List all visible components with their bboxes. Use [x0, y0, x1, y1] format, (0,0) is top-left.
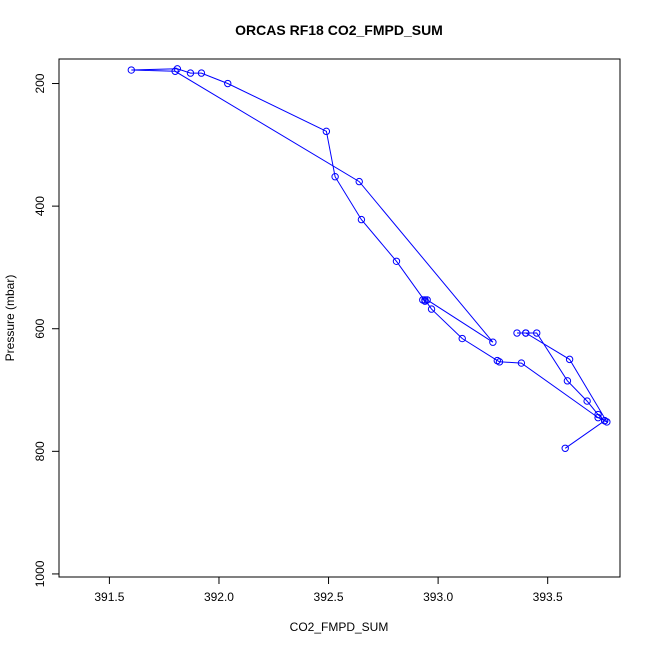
- y-tick-label: 200: [33, 73, 47, 93]
- x-tick-label: 393.5: [533, 590, 563, 604]
- x-axis-title: CO2_FMPD_SUM: [290, 620, 389, 634]
- data-point: [322, 127, 331, 136]
- data-point: [489, 338, 497, 346]
- data-point: [603, 418, 611, 426]
- data-point: [127, 66, 136, 74]
- data-point: [565, 355, 574, 364]
- y-axis-title: Pressure (mbar): [3, 275, 17, 362]
- y-tick-label: 1000: [33, 560, 47, 587]
- data-point: [513, 329, 521, 337]
- y-axis: 200 400 600 800 1000: [33, 73, 60, 587]
- x-tick-label: 391.5: [94, 590, 124, 604]
- data-point: [594, 410, 602, 419]
- data-point: [173, 65, 182, 73]
- y-tick-label: 800: [33, 441, 47, 461]
- y-tick-label: 600: [33, 318, 47, 338]
- data-point: [357, 215, 366, 224]
- x-tick-label: 393.0: [423, 590, 453, 604]
- x-tick-label: 392.5: [314, 590, 344, 604]
- data-point: [355, 177, 363, 186]
- data-point: [561, 444, 569, 452]
- data-point: [392, 257, 401, 265]
- series-points: [127, 65, 611, 452]
- data-point: [493, 356, 501, 365]
- data-point: [594, 413, 602, 422]
- x-tick-label: 392.0: [204, 590, 234, 604]
- data-point: [427, 305, 436, 313]
- data-point: [533, 329, 541, 337]
- data-point: [197, 69, 206, 77]
- data-point: [331, 172, 339, 181]
- data-point: [224, 79, 232, 88]
- data-point: [458, 334, 466, 343]
- data-point: [186, 69, 195, 77]
- data-point: [522, 329, 530, 337]
- data-point: [563, 377, 572, 385]
- chart-title: ORCAS RF18 CO2_FMPD_SUM: [235, 22, 443, 38]
- data-point: [583, 397, 591, 405]
- y-tick-label: 400: [33, 196, 47, 216]
- data-point: [517, 359, 526, 367]
- data-point: [421, 297, 429, 305]
- x-axis: 391.5 392.0 392.5 393.0 393.5: [94, 576, 563, 604]
- data-point: [171, 67, 179, 75]
